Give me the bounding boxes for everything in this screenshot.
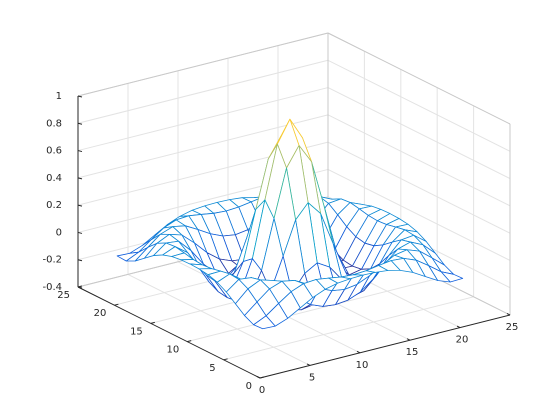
x-tick [406,338,411,341]
x-tick-label: 25 [506,322,519,333]
grid-line [223,296,474,361]
z-tick [77,204,83,207]
y-tick [223,358,228,361]
z-tick [77,286,83,289]
z-tick-label: 0.2 [46,200,62,211]
y-axis [77,286,261,379]
z-tick-label: -0.4 [42,282,62,293]
grid-line [327,141,511,234]
y-tick-label: 0 [246,381,252,392]
z-tick [77,177,83,180]
box-edge [77,32,329,97]
x-tick-label: 15 [406,347,419,358]
z-tick [77,231,83,234]
y-tick [187,340,192,343]
x-axis [259,314,511,379]
y-tick-label: 5 [209,363,215,374]
grid-line [327,59,511,152]
z-tick-label: 1 [56,91,62,102]
z-tick-label: 0.6 [46,146,62,157]
grid-line [127,273,311,366]
z-tick-label: 0 [56,227,62,238]
z-tick-label: -0.2 [42,255,62,266]
x-tick-label: 0 [259,385,265,396]
grid-line [327,114,511,207]
y-tick [150,321,155,324]
x-tick-label: 5 [309,372,315,383]
y-tick-label: 20 [94,308,107,319]
y-tick-label: 10 [166,345,179,356]
z-tick-label: 0.4 [46,173,62,184]
z-tick [77,95,83,98]
mesh-cell [253,315,276,330]
grid-line [77,87,329,152]
x-tick [356,350,361,354]
y-tick-label: 15 [130,326,143,337]
x-tick [456,325,461,329]
grid-line [327,168,511,261]
x-tick [256,376,261,379]
z-tick [77,259,83,262]
y-tick [259,376,265,379]
x-tick [506,313,511,316]
box-edge [327,32,511,125]
z-tick [77,150,83,153]
grid-line [327,87,511,180]
grid-line [187,278,438,343]
z-tick-label: 0.8 [46,118,62,129]
x-tick-label: 20 [456,335,469,346]
x-tick-label: 10 [356,360,369,371]
z-tick [77,122,83,125]
grid-line [77,59,329,124]
y-tick [114,303,119,306]
x-tick [306,363,311,366]
y-tick-label: 25 [57,290,70,301]
